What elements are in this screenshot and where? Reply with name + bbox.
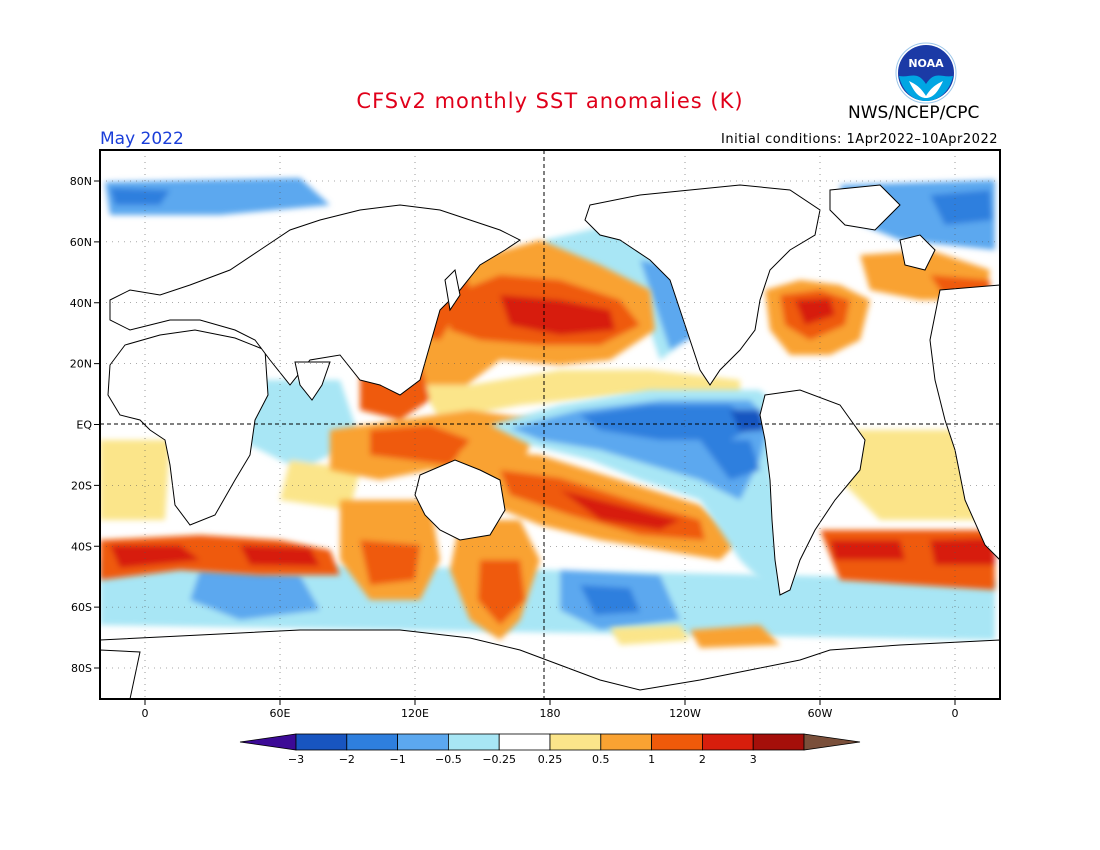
colorbar-swatch	[397, 733, 449, 751]
colorbar-swatch	[752, 733, 805, 751]
lon-label: 120E	[401, 707, 429, 720]
colorbar-swatch	[651, 733, 703, 751]
colorbar-tick-label: −3	[288, 753, 304, 766]
colorbar-min-arrow	[239, 733, 297, 751]
lat-label: 80S	[71, 662, 92, 675]
colorbar-tick-label: −1	[389, 753, 405, 766]
lon-label: 60E	[270, 707, 291, 720]
map-title: CFSv2 monthly SST anomalies (K)	[356, 89, 744, 113]
colorbar-swatch	[549, 733, 602, 751]
colorbar-tick-label: −0.25	[482, 753, 516, 766]
colorbar-tick-label: −2	[339, 753, 355, 766]
colorbar-tick-label: 1	[648, 753, 655, 766]
lat-label: 60S	[71, 601, 92, 614]
lat-label: EQ	[76, 419, 92, 432]
colorbar-swatch	[498, 733, 551, 751]
colorbar-swatch	[447, 733, 500, 751]
lon-label: 60W	[808, 707, 833, 720]
lat-label: 40N	[70, 297, 92, 310]
lon-label: 120W	[669, 707, 701, 720]
colorbar-tick-label: 3	[750, 753, 757, 766]
anomaly-field	[100, 150, 1000, 699]
lat-label: 60N	[70, 236, 92, 249]
colorbar: −3 −2 −1 −0.5 −0.25 0.25 0.5 1 2 3	[239, 733, 861, 766]
lon-label: 0	[142, 707, 149, 720]
lon-label: 0	[952, 707, 959, 720]
initial-conditions: Initial conditions: 1Apr2022–10Apr2022	[721, 132, 998, 147]
colorbar-max-arrow	[803, 733, 861, 751]
colorbar-swatch	[702, 733, 754, 751]
grid-lines	[100, 150, 1000, 699]
colorbar-tick-label: 0.25	[538, 753, 563, 766]
lat-label: 20N	[70, 358, 92, 371]
lon-label: 180	[540, 707, 561, 720]
lat-label: 40S	[71, 540, 92, 553]
colorbar-swatch	[295, 733, 348, 751]
lat-label: 20S	[71, 479, 92, 492]
svg-text:NOAA: NOAA	[908, 57, 944, 70]
lat-label: 80N	[70, 175, 92, 188]
colorbar-swatch	[346, 733, 398, 751]
colorbar-swatch	[600, 733, 652, 751]
colorbar-tick-label: 2	[699, 753, 706, 766]
latitude-axis: 80N 60N 40N 20N EQ 20S 40S 60S 80S	[70, 175, 100, 675]
colorbar-tick-label: −0.5	[435, 753, 462, 766]
noaa-logo-icon: NOAA	[895, 42, 957, 104]
agency-label: NWS/NCEP/CPC	[848, 103, 980, 123]
colorbar-tick-label: 0.5	[592, 753, 610, 766]
longitude-axis: 0 60E 120E 180 120W 60W 0	[142, 699, 959, 720]
forecast-month: May 2022	[100, 129, 184, 149]
